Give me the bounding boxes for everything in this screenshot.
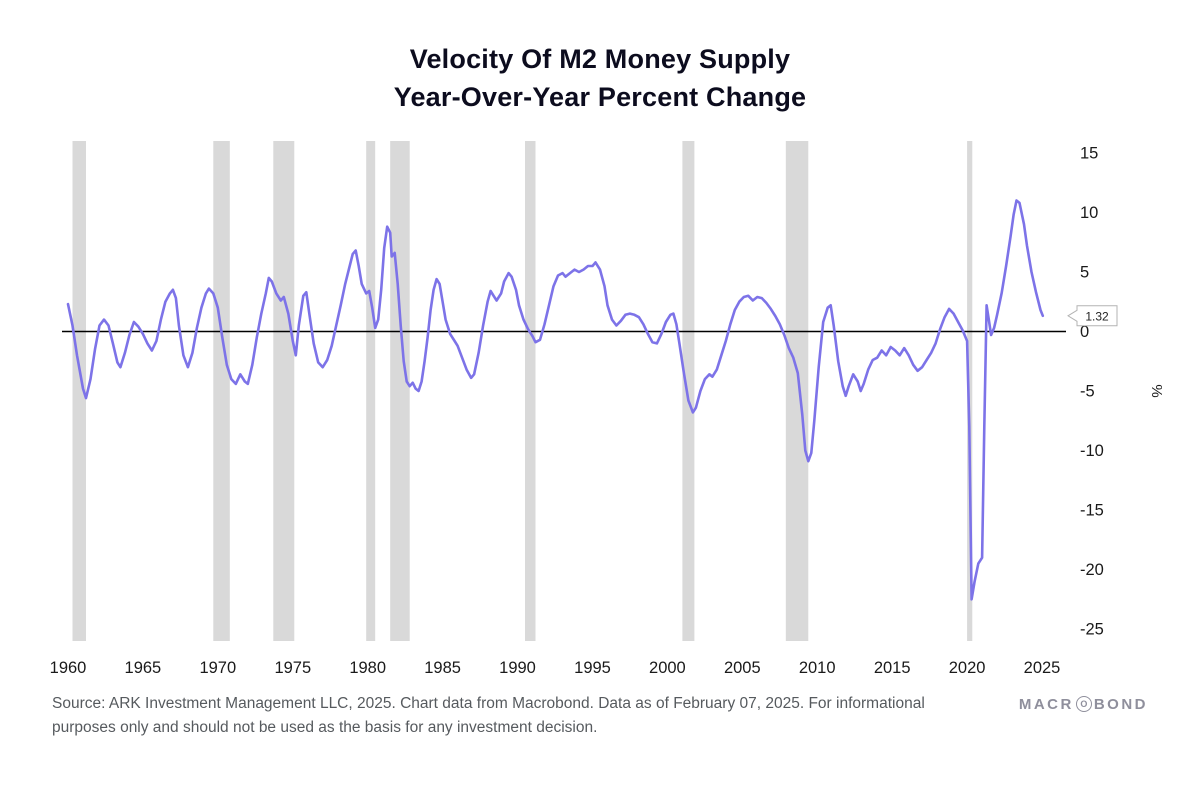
chart-area: 15 10 5 0 -5 -10 -15 -20 -25 1960 1965 1970 1975 1980… [0, 129, 1200, 686]
x-tick-label: 2005 [724, 659, 761, 677]
y-tick-label: -20 [1080, 561, 1104, 579]
x-tick-label: 1985 [424, 659, 461, 677]
y-tick-label: 10 [1080, 204, 1098, 222]
y-tick-label: 15 [1080, 144, 1098, 162]
chart-title-line2: Year-Over-Year Percent Change [393, 82, 807, 113]
x-tick-label: 1980 [349, 659, 386, 677]
x-tick-label: 1970 [199, 659, 236, 677]
y-tick-label: 5 [1080, 263, 1089, 281]
y-tick-label: -25 [1080, 620, 1104, 638]
recession-band [967, 140, 973, 641]
x-tick-label: 1990 [499, 659, 536, 677]
m2-velocity-line [66, 198, 1045, 601]
x-tick-label: 2000 [649, 659, 686, 677]
y-tick-label: -5 [1080, 382, 1095, 400]
x-tick-label: 1995 [574, 659, 611, 677]
chart-title: Velocity Of M2 Money Supply Year-Over-Ye… [0, 0, 1200, 117]
recession-band [213, 140, 230, 641]
recession-band [525, 140, 536, 641]
last-value-flag [1067, 304, 1118, 326]
chart-canvas: 15 10 5 0 -5 -10 -15 -20 -25 1960 1965 1970 1975 1980… [50, 140, 1165, 677]
x-tick-label: 2010 [799, 659, 836, 677]
y-axis-unit-label: % [1148, 384, 1165, 397]
x-tick-label: 2020 [949, 659, 986, 677]
recession-band [682, 140, 695, 641]
x-tick-label: 1975 [274, 659, 311, 677]
x-tick-label: 1965 [125, 659, 162, 677]
recession-band [366, 140, 376, 641]
logo-text-suffix: BOND [1093, 695, 1148, 713]
y-tick-label: -10 [1080, 442, 1104, 460]
footer: Source: ARK Investment Management LLC, 2… [0, 686, 1200, 740]
recession-band [273, 140, 295, 641]
recession-bands [72, 140, 973, 641]
chart-title-line1: Velocity Of M2 Money Supply [409, 44, 791, 74]
recession-band [72, 140, 86, 641]
last-value-label: 1.32 [1085, 309, 1109, 323]
source-text: Source: ARK Investment Management LLC, 2… [52, 694, 925, 736]
x-tick-label: 2025 [1024, 659, 1061, 677]
logo-o-icon: O [1075, 696, 1092, 713]
recession-band [390, 140, 410, 641]
x-tick-label: 2015 [874, 659, 911, 677]
logo-text-prefix: MACR [1018, 695, 1074, 713]
recession-band [785, 140, 809, 641]
y-tick-label: -15 [1080, 501, 1104, 519]
y-tick-label: 0 [1080, 323, 1089, 341]
x-tick-label: 1960 [50, 659, 87, 677]
macrobond-logo: MACR O BOND [1019, 692, 1148, 713]
